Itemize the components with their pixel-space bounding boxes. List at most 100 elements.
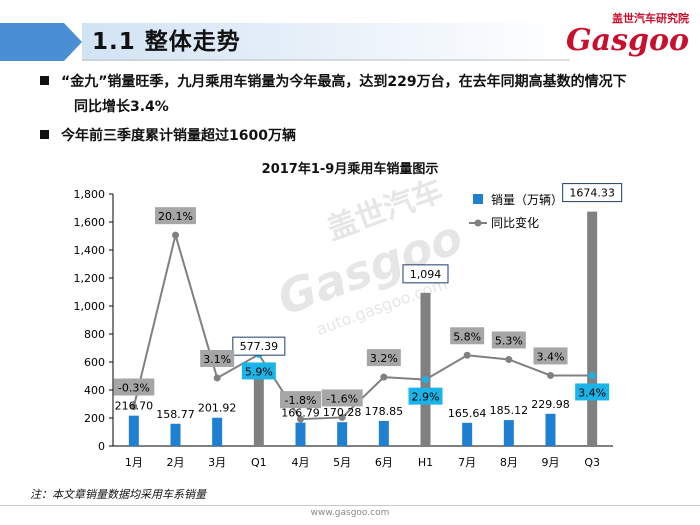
bar-value-label: 185.12 — [490, 404, 529, 417]
gasgoo-logo: 盖世汽车研究院 Gasgoo — [566, 10, 695, 64]
line-point — [338, 413, 346, 421]
header: 1.1 整体走势 盖世汽车研究院 Gasgoo — [0, 0, 700, 66]
bar — [378, 420, 389, 446]
yoy-label-box — [366, 349, 401, 367]
yoy-label: -0.3% — [118, 382, 150, 395]
yoy-label-box — [200, 349, 235, 367]
bar-value-box — [562, 183, 623, 203]
bar-value-label: 165.64 — [448, 407, 487, 420]
chart-legend: 销量（万辆） 同比变化 — [469, 193, 563, 230]
yoy-label-box — [408, 387, 443, 405]
bar-value-label: 201.92 — [198, 402, 237, 415]
gasgoo-watermark: 盖世汽车 Gasgoo auto.gasgoo.com — [270, 180, 469, 339]
x-tick-label: 8月 — [500, 456, 518, 469]
yoy-label-box — [241, 362, 276, 380]
yoy-label: 3.4% — [578, 386, 606, 399]
bar-value-box — [232, 336, 286, 356]
y-tick-label: 1,000 — [74, 300, 106, 313]
bar-value-label: 158.77 — [156, 408, 195, 421]
y-tick-label: 1,400 — [74, 244, 106, 257]
line-point — [547, 371, 554, 379]
x-tick-label: Q3 — [584, 456, 600, 469]
y-tick-label: 600 — [84, 356, 105, 369]
bar — [253, 365, 264, 446]
yoy-label-box — [491, 331, 526, 349]
yoy-label-box — [575, 383, 610, 401]
line-point — [422, 376, 429, 384]
chart-axes: 0 200 400 600 800 1,000 1,200 1,400 1,600 1,800 1月… — [74, 188, 613, 469]
yoy-label: 20.1% — [158, 210, 193, 223]
yoy-label-box — [321, 389, 363, 407]
line-point — [297, 415, 304, 423]
line-point — [130, 403, 138, 411]
yoy-label-box — [280, 391, 321, 409]
x-tick-label: Q1 — [251, 456, 267, 469]
yoy-label: 2.9% — [412, 391, 440, 404]
x-tick-label: 7月 — [458, 456, 476, 469]
y-tick-label: 1,200 — [74, 272, 106, 285]
footer-site: www.gasgoo.com — [310, 508, 390, 518]
x-tick-label: 9月 — [542, 456, 560, 469]
bar-value-label: 577.39 — [240, 340, 279, 353]
bar-value-label: 178.85 — [365, 405, 404, 418]
bullet-text-continued: 同比增长3.4% — [74, 99, 169, 115]
footer-divider — [0, 505, 700, 506]
bullet-continuation: 同比增长3.4% — [74, 95, 169, 119]
footnote: 注：本文章销量数据均采用车系销量 — [30, 488, 206, 501]
legend-line-marker — [474, 219, 482, 227]
logo-english-text: Gasgoo — [566, 23, 689, 58]
bar-value-label: 166.79 — [281, 407, 320, 420]
bar-value-box — [402, 264, 449, 284]
bar — [128, 415, 139, 446]
yoy-label: 3.1% — [203, 353, 231, 366]
yoy-label: 5.8% — [453, 330, 481, 343]
line-point — [172, 231, 179, 239]
legend-line-label: 同比变化 — [491, 215, 539, 230]
yoy-label-box — [450, 327, 485, 345]
bar — [587, 211, 598, 446]
y-tick-label: 1,600 — [74, 216, 106, 229]
bullet-text: “金九”销量旺季，九月乘用车销量为今年最高，达到229万台，在去年同期高基数的情… — [61, 74, 627, 90]
legend-bar-label: 销量（万辆） — [491, 193, 563, 207]
yoy-label-box — [155, 207, 196, 225]
bar — [212, 417, 223, 446]
y-tick-label: 0 — [98, 440, 105, 453]
y-tick-label: 800 — [84, 328, 105, 341]
sales-chart: 盖世汽车 Gasgoo auto.gasgoo.com 0 200 400 600 80… — [74, 180, 623, 469]
bullet-square-icon — [40, 76, 49, 85]
yoy-label-box — [113, 378, 155, 396]
yoy-label: -1.6% — [326, 392, 358, 405]
y-tick-label: 1,800 — [74, 188, 106, 201]
line-point — [505, 355, 513, 363]
x-tick-label: H1 — [418, 456, 433, 469]
bullet-cumulative-sales: 今年前三季度累计销量超过1600万辆 — [40, 124, 296, 148]
bar — [545, 413, 556, 446]
bullet-square-icon — [40, 130, 49, 139]
yoy-label: 5.9% — [245, 365, 273, 378]
bar — [420, 292, 431, 446]
yoy-label-box — [533, 347, 568, 365]
line-point — [463, 351, 471, 359]
x-tick-label: 1月 — [125, 456, 143, 469]
bar — [503, 420, 514, 446]
y-tick-label: 200 — [84, 412, 105, 425]
yoy-label: 3.4% — [537, 350, 565, 363]
bar-value-label: 170.28 — [323, 406, 362, 419]
bar-value-label: 1,094 — [410, 268, 442, 281]
chart-title: 2017年1-9月乘用车销量图示 — [261, 162, 439, 177]
bar-series — [128, 211, 598, 446]
page-title: 1.1 整体走势 — [92, 29, 241, 55]
line-point — [213, 374, 221, 382]
x-tick-label: 5月 — [333, 456, 351, 469]
line-point — [588, 371, 596, 379]
bullet-september-sales: “金九”销量旺季，九月乘用车销量为今年最高，达到229万台，在去年同期高基数的情… — [40, 70, 627, 94]
bar — [462, 422, 473, 446]
x-tick-label: 2月 — [167, 456, 185, 469]
x-tick-label: 6月 — [375, 456, 393, 469]
title-bar — [0, 23, 570, 61]
y-tick-label: 400 — [84, 384, 105, 397]
bullet-text: 今年前三季度累计销量超过1600万辆 — [61, 128, 296, 144]
x-tick-label: 4月 — [292, 456, 310, 469]
logo-chinese-text: 盖世汽车研究院 — [612, 12, 689, 25]
